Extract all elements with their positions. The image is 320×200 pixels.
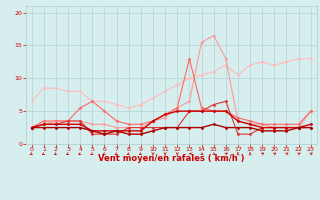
- X-axis label: Vent moyen/en rafales ( km/h ): Vent moyen/en rafales ( km/h ): [98, 154, 244, 163]
